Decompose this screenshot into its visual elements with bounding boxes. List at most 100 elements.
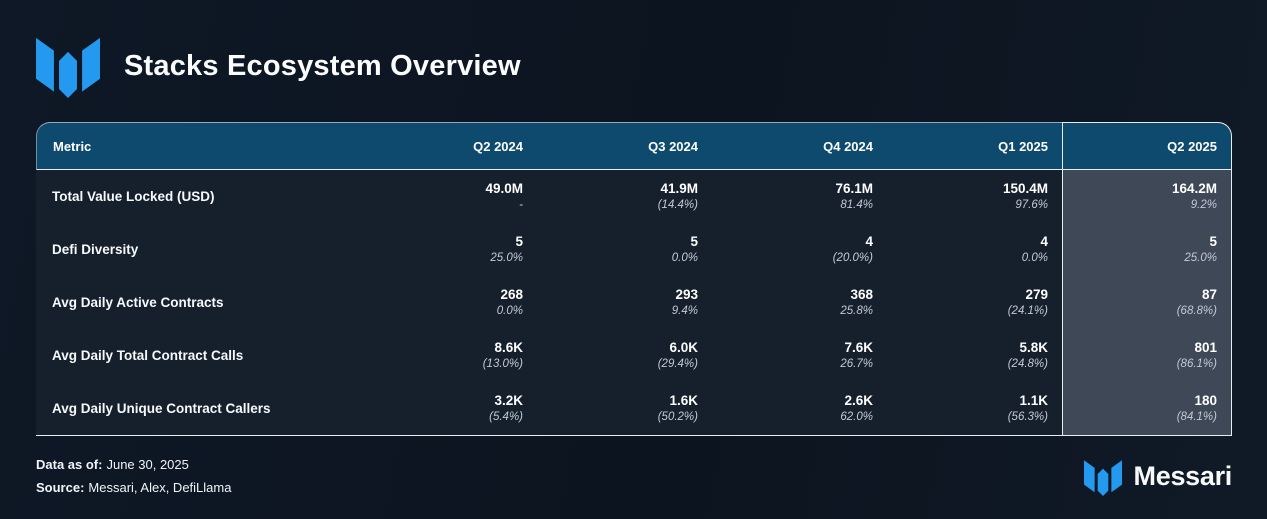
value-cell: 4 (20.0%)	[712, 223, 887, 276]
value-cell: 293 9.4%	[537, 276, 712, 329]
primary-value: 49.0M	[485, 180, 523, 196]
qoq-change: (56.3%)	[1007, 410, 1048, 423]
col-header-q2-2025-highlighted: Q2 2025	[1062, 122, 1232, 170]
metric-label: Avg Daily Unique Contract Callers	[36, 382, 362, 436]
data-as-of-label: Data as of:	[36, 457, 103, 472]
value-cell-highlighted: 164.2M 9.2%	[1062, 170, 1232, 223]
qoq-change: -	[519, 198, 523, 211]
primary-value: 76.1M	[835, 180, 873, 196]
source-value: Messari, Alex, DefiLlama	[88, 479, 232, 495]
qoq-change: 25.0%	[1184, 251, 1217, 264]
page-title: Stacks Ecosystem Overview	[124, 49, 521, 82]
qoq-change: 26.7%	[840, 357, 873, 370]
primary-value: 164.2M	[1171, 180, 1217, 196]
table-row: Avg Daily Total Contract Calls 8.6K (13.…	[36, 329, 1232, 382]
value-cell: 8.6K (13.0%)	[362, 329, 537, 382]
metric-label: Avg Daily Active Contracts	[36, 276, 362, 329]
value-cell: 5.8K (24.8%)	[887, 329, 1062, 382]
value-cell-highlighted: 180 (84.1%)	[1062, 382, 1232, 436]
messari-logo-icon	[36, 33, 100, 99]
primary-value: 2.6K	[844, 392, 873, 408]
qoq-change: 62.0%	[840, 410, 873, 423]
qoq-change: 0.0%	[671, 251, 698, 264]
primary-value: 268	[500, 286, 523, 302]
primary-value: 3.2K	[494, 392, 523, 408]
primary-value: 1.6K	[669, 392, 698, 408]
value-cell: 368 25.8%	[712, 276, 887, 329]
col-header-q3-2024: Q3 2024	[537, 122, 712, 170]
primary-value: 8.6K	[494, 339, 523, 355]
value-cell: 5 0.0%	[537, 223, 712, 276]
qoq-change: (14.4%)	[657, 198, 698, 211]
qoq-change: 25.8%	[840, 304, 873, 317]
primary-value: 7.6K	[844, 339, 873, 355]
value-cell-highlighted: 801 (86.1%)	[1062, 329, 1232, 382]
col-header-q1-2025: Q1 2025	[887, 122, 1062, 170]
data-as-of-value: June 30, 2025	[106, 457, 189, 472]
primary-value: 368	[850, 286, 873, 302]
footer-bar: Data as of: June 30, 2025 Source: Messari,…	[36, 454, 1232, 500]
primary-value: 6.0K	[669, 339, 698, 355]
primary-value: 5	[690, 233, 698, 249]
qoq-change: (84.1%)	[1176, 410, 1217, 423]
qoq-change: (24.8%)	[1007, 357, 1048, 370]
primary-value: 150.4M	[1002, 180, 1048, 196]
metrics-table-container: Metric Q2 2024 Q3 2024 Q4 2024 Q1 2025 Q…	[36, 122, 1232, 436]
table-row: Defi Diversity 5 25.0% 5 0.0% 4 (20.0%)	[36, 223, 1232, 276]
table-row: Avg Daily Active Contracts 268 0.0% 293 …	[36, 276, 1232, 329]
qoq-change: (68.8%)	[1176, 304, 1217, 317]
table-row: Avg Daily Unique Contract Callers 3.2K (…	[36, 382, 1232, 436]
primary-value: 4	[1040, 233, 1048, 249]
metric-label: Total Value Locked (USD)	[36, 170, 362, 223]
primary-value: 279	[1025, 286, 1048, 302]
primary-value: 293	[675, 286, 698, 302]
value-cell: 268 0.0%	[362, 276, 537, 329]
qoq-change: (29.4%)	[657, 357, 698, 370]
qoq-change: 9.4%	[671, 304, 698, 317]
col-header-q2-2024: Q2 2024	[362, 122, 537, 170]
table-row: Total Value Locked (USD) 49.0M - 41.9M (…	[36, 170, 1232, 223]
brand-name: Messari	[1133, 461, 1233, 492]
qoq-change: 97.6%	[1015, 198, 1048, 211]
primary-value: 5.8K	[1019, 339, 1048, 355]
value-cell: 41.9M (14.4%)	[537, 170, 712, 223]
metrics-table: Metric Q2 2024 Q3 2024 Q4 2024 Q1 2025 Q…	[36, 122, 1232, 436]
value-cell: 5 25.0%	[362, 223, 537, 276]
value-cell: 150.4M 97.6%	[887, 170, 1062, 223]
qoq-change: 25.0%	[490, 251, 523, 264]
primary-value: 801	[1194, 339, 1217, 355]
footer-notes: Data as of: June 30, 2025 Source: Messari,…	[36, 454, 231, 500]
value-cell-highlighted: 5 25.0%	[1062, 223, 1232, 276]
source-line: Source: Messari, Alex, DefiLlama	[36, 477, 231, 500]
value-cell: 76.1M 81.4%	[712, 170, 887, 223]
messari-logo-icon	[1083, 457, 1122, 497]
col-header-metric: Metric	[36, 122, 362, 170]
value-cell: 1.1K (56.3%)	[887, 382, 1062, 436]
value-cell: 6.0K (29.4%)	[537, 329, 712, 382]
qoq-change: (5.4%)	[489, 410, 523, 423]
col-header-q4-2024: Q4 2024	[712, 122, 887, 170]
header-bar: Stacks Ecosystem Overview	[0, 0, 1267, 102]
primary-value: 87	[1201, 286, 1217, 302]
value-cell: 7.6K 26.7%	[712, 329, 887, 382]
qoq-change: (20.0%)	[832, 251, 873, 264]
value-cell: 3.2K (5.4%)	[362, 382, 537, 436]
value-cell-highlighted: 87 (68.8%)	[1062, 276, 1232, 329]
source-label: Source:	[36, 479, 85, 495]
value-cell: 49.0M -	[362, 170, 537, 223]
primary-value: 1.1K	[1019, 392, 1048, 408]
brand-lockup: Messari	[1083, 457, 1233, 497]
header-row: Metric Q2 2024 Q3 2024 Q4 2024 Q1 2025 Q…	[36, 122, 1232, 170]
value-cell: 2.6K 62.0%	[712, 382, 887, 436]
value-cell: 279 (24.1%)	[887, 276, 1062, 329]
qoq-change: 0.0%	[496, 304, 523, 317]
qoq-change: (86.1%)	[1176, 357, 1217, 370]
value-cell: 1.6K (50.2%)	[537, 382, 712, 436]
metric-label: Defi Diversity	[36, 223, 362, 276]
primary-value: 4	[865, 233, 873, 249]
primary-value: 180	[1194, 392, 1217, 408]
qoq-change: 9.2%	[1190, 198, 1217, 211]
table-body: Total Value Locked (USD) 49.0M - 41.9M (…	[36, 170, 1232, 436]
qoq-change: (50.2%)	[657, 410, 698, 423]
